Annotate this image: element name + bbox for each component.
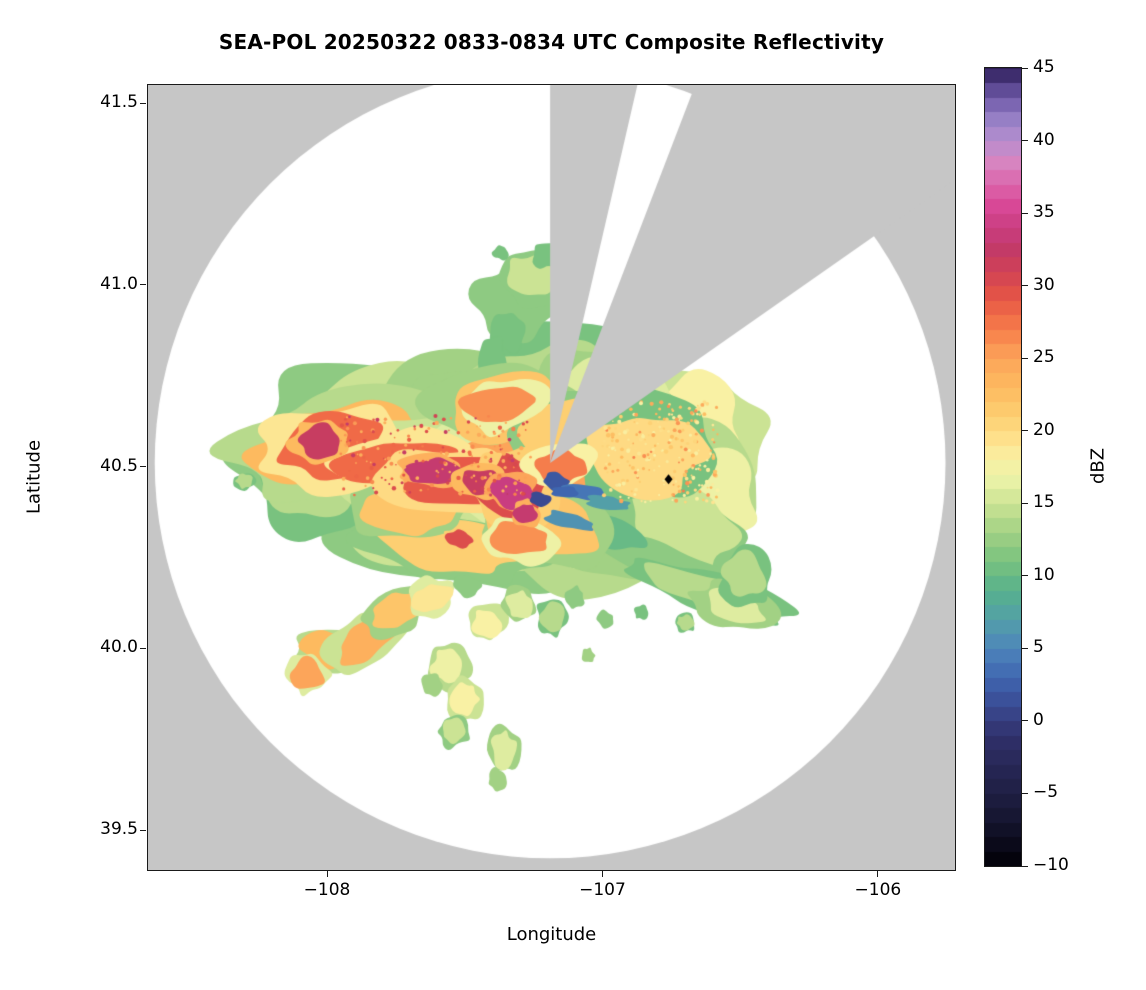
colorbar-tick-label: 30 xyxy=(1033,274,1055,295)
colorbar-tick-mark xyxy=(1022,575,1028,577)
x-tick-mark xyxy=(601,871,603,877)
colorbar-tick-mark xyxy=(1022,357,1028,359)
colorbar-tick-label: 35 xyxy=(1033,202,1055,223)
radar-ppi-canvas xyxy=(148,85,955,870)
colorbar-tick-label: 5 xyxy=(1033,637,1044,658)
colorbar-tick-mark xyxy=(1022,792,1028,794)
y-tick-label: 41.5 xyxy=(100,92,138,113)
plot-area xyxy=(147,84,956,871)
colorbar-tick-mark xyxy=(1022,212,1028,214)
colorbar-tick-mark xyxy=(1022,67,1028,69)
colorbar xyxy=(984,67,1022,867)
colorbar-label: dBZ xyxy=(1087,447,1109,485)
colorbar-tick-label: 45 xyxy=(1033,57,1055,77)
x-axis-label: Longitude xyxy=(506,924,597,945)
colorbar-tick-label: 0 xyxy=(1033,709,1044,730)
colorbar-tick-mark xyxy=(1022,647,1028,649)
colorbar-tick-mark xyxy=(1022,720,1028,722)
colorbar-tick-mark xyxy=(1022,430,1028,432)
colorbar-tick-mark xyxy=(1022,140,1028,142)
y-tick-mark xyxy=(140,466,146,468)
y-tick-mark xyxy=(140,647,146,649)
colorbar-tick-label: −10 xyxy=(1033,855,1069,875)
y-tick-label: 41.0 xyxy=(100,273,138,294)
x-tick-label: −108 xyxy=(303,880,351,900)
x-tick-mark xyxy=(326,871,328,877)
colorbar-tick-mark xyxy=(1022,865,1028,867)
y-tick-mark xyxy=(140,102,146,104)
colorbar-canvas xyxy=(985,68,1021,866)
y-tick-label: 39.5 xyxy=(100,819,138,840)
x-tick-label: −106 xyxy=(854,880,902,900)
colorbar-tick-label: 20 xyxy=(1033,419,1055,440)
colorbar-tick-mark xyxy=(1022,502,1028,504)
y-tick-label: 40.0 xyxy=(100,637,138,658)
y-tick-mark xyxy=(140,829,146,831)
colorbar-tick-label: 10 xyxy=(1033,564,1055,585)
colorbar-tick-label: 15 xyxy=(1033,492,1055,513)
y-axis-label: Latitude xyxy=(23,439,45,515)
colorbar-tick-label: −5 xyxy=(1033,782,1059,803)
chart-title: SEA-POL 20250322 0833-0834 UTC Composite… xyxy=(218,30,885,54)
x-tick-label: −107 xyxy=(579,880,626,900)
x-tick-mark xyxy=(877,871,879,877)
colorbar-tick-mark xyxy=(1022,285,1028,287)
y-tick-mark xyxy=(140,284,146,286)
y-tick-label: 40.5 xyxy=(100,455,138,476)
colorbar-tick-label: 25 xyxy=(1033,347,1055,368)
colorbar-tick-label: 40 xyxy=(1033,129,1055,150)
